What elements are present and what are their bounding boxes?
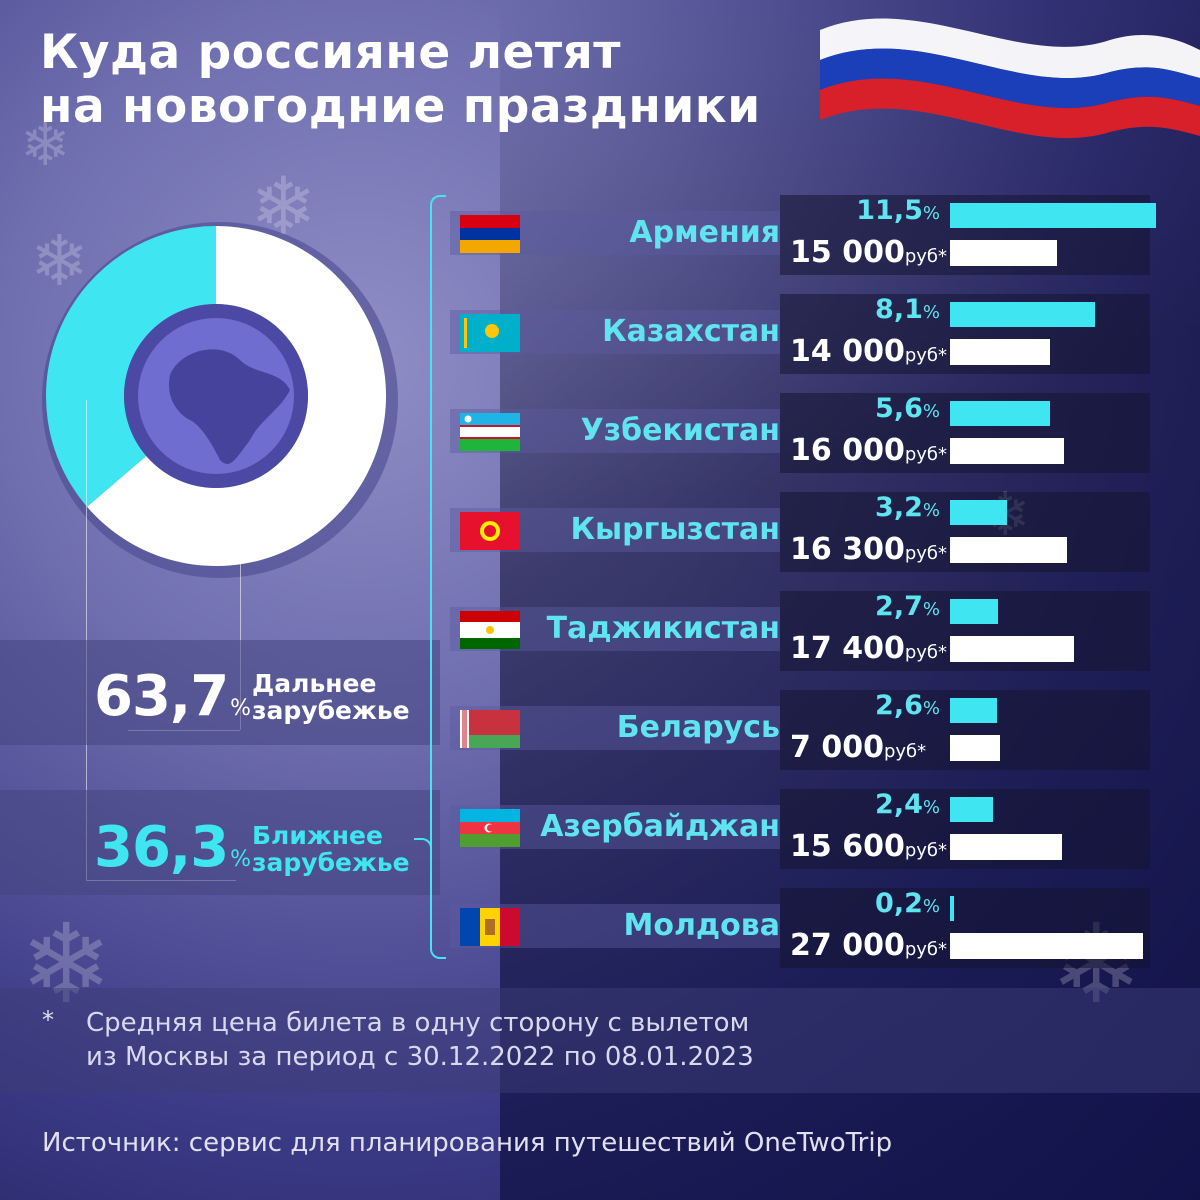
price-bar: [950, 735, 1001, 761]
ticket-price: 7 000руб*: [790, 730, 927, 765]
country-name: Молдова: [623, 908, 780, 943]
share-percent: 5,6%: [875, 393, 940, 424]
price-bar: [950, 438, 1065, 464]
far-band: [0, 640, 440, 745]
country-name: Армения: [629, 215, 780, 250]
country-row: Молдова 0,2% 27 000руб*: [450, 888, 1200, 972]
title-line-1: Куда россияне летят: [40, 25, 622, 80]
ticket-price: 15 000руб*: [790, 235, 948, 270]
country-row: Беларусь 2,6% 7 000руб*: [450, 690, 1200, 774]
far-label: Дальнее зарубежье: [252, 669, 410, 725]
share-bar: [950, 302, 1096, 327]
ticket-price: 15 600руб*: [790, 829, 948, 864]
share-bar: [950, 599, 999, 624]
belarus-flag-icon: [460, 710, 520, 748]
armenia-flag-icon: [460, 215, 520, 253]
bracket: [430, 195, 446, 959]
share-percent: 2,7%: [875, 591, 940, 622]
share-percent: 0,2%: [875, 888, 940, 919]
share-percent: 2,6%: [875, 690, 940, 721]
share-bar: [950, 896, 954, 921]
ticket-price: 27 000руб*: [790, 928, 948, 963]
share-bar: [950, 401, 1051, 426]
russia-flag-ribbon-icon: [820, 18, 1200, 139]
price-bar: [950, 636, 1075, 662]
price-bar: [950, 537, 1067, 563]
share-percent: 8,1%: [875, 294, 940, 325]
globe-continents: [169, 349, 290, 464]
footnote-band: [0, 988, 1200, 1093]
bracket-tip: [414, 838, 432, 860]
donut-chart: [30, 210, 410, 590]
country-name: Беларусь: [616, 710, 780, 745]
azerbaijan-flag-icon: [460, 809, 520, 847]
country-name: Узбекистан: [580, 413, 780, 448]
share-percent: 2,4%: [875, 789, 940, 820]
price-bar: [950, 240, 1058, 266]
snowflake-icon: ❄: [20, 110, 71, 180]
country-row: Азербайджан 2,4% 15 600руб*: [450, 789, 1200, 873]
share-bar: [950, 203, 1156, 228]
country-name: Казахстан: [602, 314, 780, 349]
snowflake-icon: ❄: [30, 220, 89, 302]
share-percent: 3,2%: [875, 492, 940, 523]
country-name: Кыргызстан: [570, 512, 780, 547]
price-bar: [950, 339, 1051, 365]
near-band: [0, 790, 440, 895]
source-text: Источник: сервис для планирования путеше…: [42, 1128, 893, 1158]
kyrgyzstan-flag-icon: [460, 512, 520, 550]
footnote-star: *: [42, 1006, 54, 1034]
country-name: Азербайджан: [540, 809, 780, 844]
share-percent: 11,5%: [856, 195, 940, 226]
far-percent: 63,7%: [94, 664, 251, 729]
country-row: Таджикистан 2,7% 17 400руб*: [450, 591, 1200, 675]
title-line-2: на новогодние праздники: [40, 79, 761, 134]
page-title: Куда россияне летят на новогодние праздн…: [40, 26, 761, 134]
share-bar: [950, 797, 993, 822]
near-percent: 36,3%: [94, 815, 251, 880]
kazakhstan-flag-icon: [460, 314, 520, 352]
tajikistan-flag-icon: [460, 611, 520, 649]
price-bar: [950, 834, 1062, 860]
share-bar: [950, 698, 997, 723]
ticket-price: 14 000руб*: [790, 334, 948, 369]
moldova-flag-icon: [460, 908, 520, 946]
donut-slice-far: [87, 226, 386, 566]
ticket-price: 16 300руб*: [790, 532, 948, 567]
ticket-price: 17 400руб*: [790, 631, 948, 666]
near-label: Ближнее зарубежье: [252, 821, 410, 877]
share-bar: [950, 500, 1008, 525]
country-row: Узбекистан 5,6% 16 000руб*: [450, 393, 1200, 477]
donut-slice-near: [46, 226, 216, 507]
country-row: Казахстан 8,1% 14 000руб*: [450, 294, 1200, 378]
ticket-price: 16 000руб*: [790, 433, 948, 468]
price-bar: [950, 933, 1143, 959]
country-row: Армения 11,5% 15 000руб*: [450, 195, 1200, 279]
guide-line: [240, 515, 241, 730]
country-row: Кыргызстан 3,2% 16 300руб*: [450, 492, 1200, 576]
uzbekistan-flag-icon: [460, 413, 520, 451]
country-name: Таджикистан: [546, 611, 780, 646]
footnote: Средняя цена билета в одну сторону с выл…: [86, 1008, 754, 1072]
